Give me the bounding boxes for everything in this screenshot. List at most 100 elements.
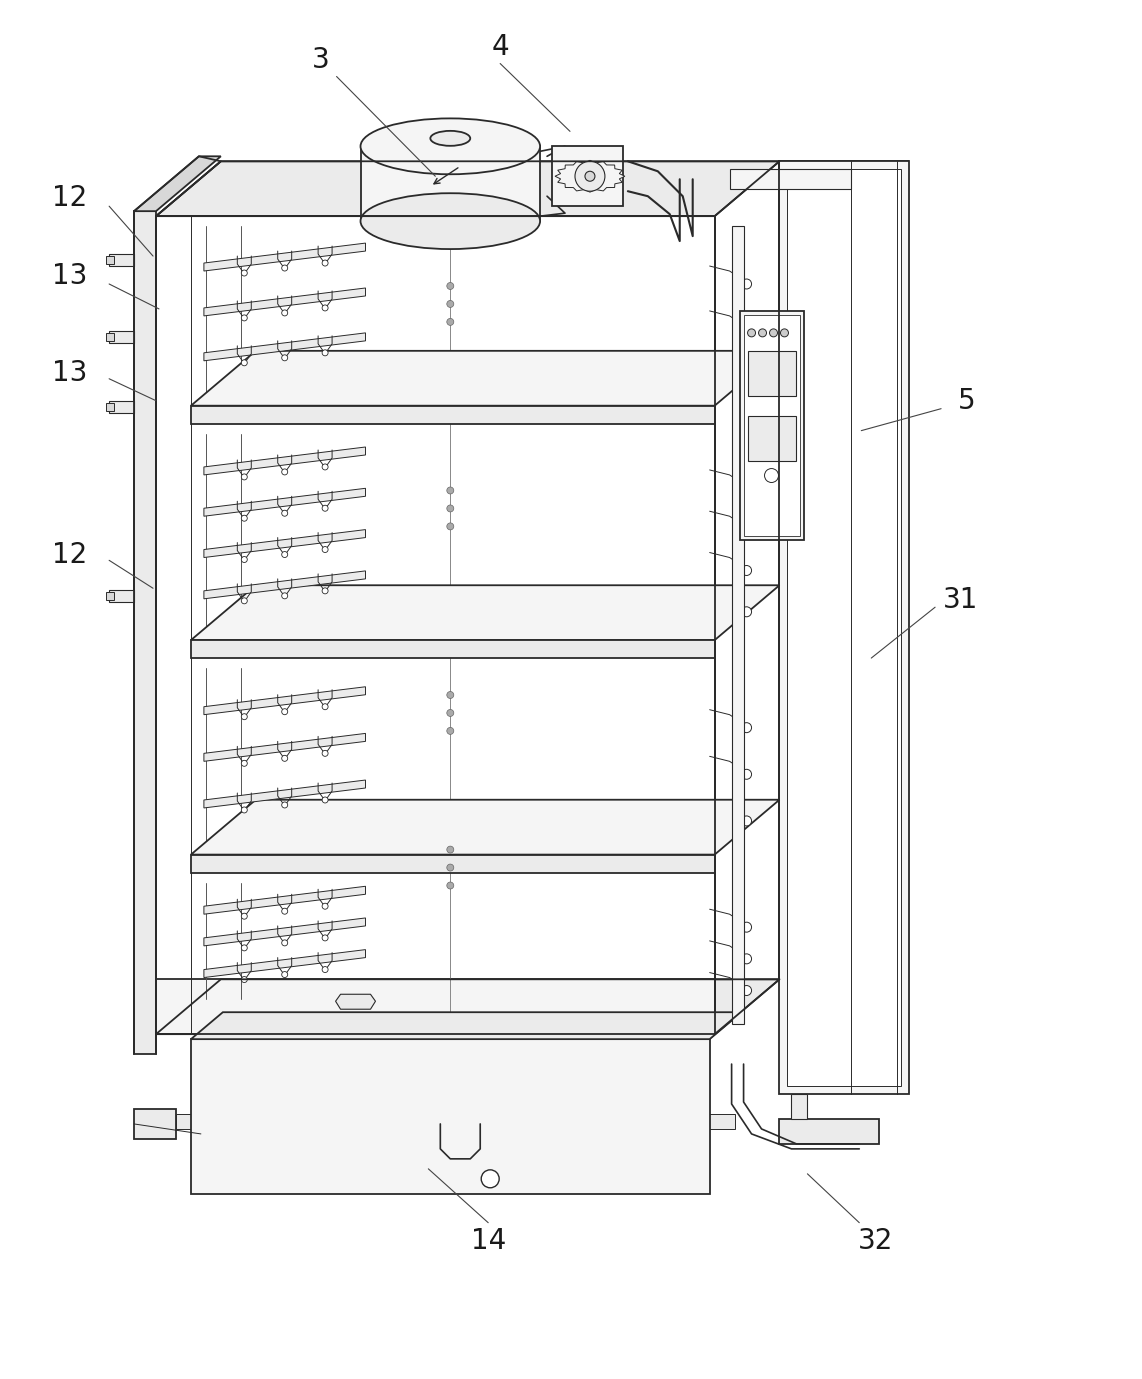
Text: 12: 12 xyxy=(51,542,87,570)
Circle shape xyxy=(447,487,453,494)
Circle shape xyxy=(741,607,751,616)
Circle shape xyxy=(241,807,248,814)
Polygon shape xyxy=(204,447,365,474)
Polygon shape xyxy=(156,161,780,217)
Polygon shape xyxy=(191,1040,709,1194)
Circle shape xyxy=(241,516,248,521)
Circle shape xyxy=(322,505,328,512)
Circle shape xyxy=(282,552,288,557)
Circle shape xyxy=(322,463,328,470)
Text: 13: 13 xyxy=(51,262,87,290)
Circle shape xyxy=(241,598,248,604)
Polygon shape xyxy=(191,585,780,640)
Polygon shape xyxy=(156,979,780,1034)
Polygon shape xyxy=(740,310,804,541)
Circle shape xyxy=(282,354,288,361)
Polygon shape xyxy=(106,403,114,411)
Circle shape xyxy=(574,161,605,192)
Polygon shape xyxy=(204,687,365,714)
Circle shape xyxy=(770,328,778,336)
Circle shape xyxy=(282,310,288,316)
Polygon shape xyxy=(730,170,851,189)
Ellipse shape xyxy=(431,131,471,146)
Polygon shape xyxy=(791,1094,807,1118)
Circle shape xyxy=(741,368,751,379)
Polygon shape xyxy=(336,994,376,1009)
Polygon shape xyxy=(552,146,622,207)
Ellipse shape xyxy=(361,119,540,174)
Circle shape xyxy=(447,847,453,854)
Polygon shape xyxy=(134,1109,176,1139)
Circle shape xyxy=(447,883,453,889)
Text: 31: 31 xyxy=(943,586,979,614)
Polygon shape xyxy=(176,1114,734,1129)
Circle shape xyxy=(241,474,248,480)
Circle shape xyxy=(447,691,453,699)
Circle shape xyxy=(447,865,453,872)
Circle shape xyxy=(241,270,248,276)
Text: 32: 32 xyxy=(858,1227,893,1255)
Circle shape xyxy=(447,283,453,290)
Polygon shape xyxy=(134,156,220,211)
Text: 14: 14 xyxy=(471,1227,506,1255)
Circle shape xyxy=(322,903,328,909)
Polygon shape xyxy=(110,331,134,343)
Circle shape xyxy=(282,972,288,978)
Polygon shape xyxy=(204,571,365,598)
Circle shape xyxy=(447,319,453,325)
Polygon shape xyxy=(743,314,801,536)
Circle shape xyxy=(241,557,248,563)
Circle shape xyxy=(447,709,453,717)
Circle shape xyxy=(322,587,328,594)
Circle shape xyxy=(322,703,328,710)
Polygon shape xyxy=(780,161,909,1094)
Circle shape xyxy=(585,171,595,181)
Circle shape xyxy=(741,483,751,492)
Polygon shape xyxy=(780,1118,879,1145)
Circle shape xyxy=(241,714,248,720)
Polygon shape xyxy=(732,226,743,1025)
Circle shape xyxy=(322,967,328,972)
Circle shape xyxy=(748,328,756,336)
Circle shape xyxy=(447,505,453,512)
Circle shape xyxy=(282,756,288,761)
Circle shape xyxy=(241,314,248,321)
Circle shape xyxy=(741,324,751,334)
Circle shape xyxy=(282,940,288,946)
Circle shape xyxy=(282,803,288,808)
Polygon shape xyxy=(191,1012,741,1040)
Text: 13: 13 xyxy=(51,359,87,386)
Circle shape xyxy=(741,279,751,290)
Polygon shape xyxy=(555,160,625,192)
Circle shape xyxy=(322,935,328,940)
Circle shape xyxy=(241,913,248,920)
Circle shape xyxy=(322,546,328,553)
Circle shape xyxy=(741,816,751,826)
Polygon shape xyxy=(204,243,365,272)
Circle shape xyxy=(741,565,751,575)
Polygon shape xyxy=(748,415,796,461)
Polygon shape xyxy=(204,332,365,361)
Circle shape xyxy=(322,797,328,803)
Circle shape xyxy=(447,727,453,735)
Polygon shape xyxy=(204,887,365,914)
Polygon shape xyxy=(191,640,715,658)
Circle shape xyxy=(282,469,288,474)
Polygon shape xyxy=(110,401,134,412)
Polygon shape xyxy=(204,488,365,516)
Circle shape xyxy=(447,301,453,308)
Polygon shape xyxy=(106,592,114,600)
Polygon shape xyxy=(156,217,715,1034)
Circle shape xyxy=(322,350,328,356)
Polygon shape xyxy=(204,288,365,316)
Circle shape xyxy=(741,723,751,732)
Circle shape xyxy=(282,709,288,714)
Circle shape xyxy=(741,923,751,932)
Text: 5: 5 xyxy=(958,386,976,415)
Polygon shape xyxy=(361,146,540,221)
Circle shape xyxy=(481,1169,499,1187)
Circle shape xyxy=(282,909,288,914)
Text: 4: 4 xyxy=(491,33,509,61)
Circle shape xyxy=(282,265,288,272)
Circle shape xyxy=(282,510,288,516)
